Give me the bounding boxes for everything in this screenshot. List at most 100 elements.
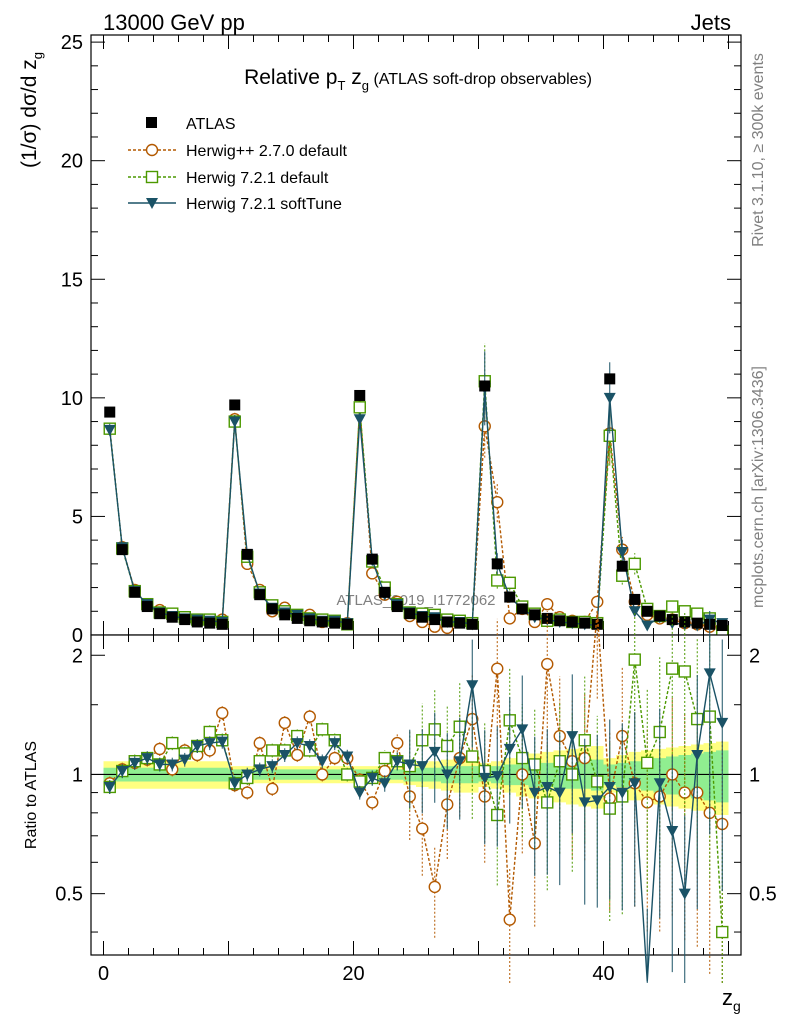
ratio-point-herwig7-softtune <box>191 740 204 752</box>
point-herwigpp <box>591 595 604 608</box>
point-atlas <box>341 618 353 630</box>
main-ytick-label: 15 <box>61 269 83 291</box>
point-herwig7-softtune <box>353 414 366 426</box>
point-atlas <box>329 617 341 629</box>
legend-label-herwig7-softtune: Herwig 7.2.1 softTune <box>186 196 342 213</box>
ratio-point-herwig7-softtune <box>278 749 291 761</box>
point-atlas <box>716 620 728 632</box>
point-atlas <box>604 373 616 385</box>
ratio-point-herwig7-softtune <box>178 754 191 766</box>
ratio-point-herwig7-default <box>678 665 691 678</box>
ratio-point-herwigpp <box>266 782 279 795</box>
ratio-point-herwig7-softtune <box>678 888 691 900</box>
point-atlas <box>566 616 578 628</box>
ratio-point-herwig7-default <box>203 725 216 739</box>
main-series-group <box>103 343 729 638</box>
point-herwig7-softtune <box>616 546 629 558</box>
point-atlas <box>241 548 253 560</box>
ratio-point-herwigpp <box>291 748 304 762</box>
point-atlas <box>179 614 191 626</box>
ratio-ytick-label: 0.5 <box>55 884 83 906</box>
legend-entry-herwig7-default: Herwig 7.2.1 default <box>128 170 329 187</box>
point-atlas <box>554 615 566 627</box>
point-herwigpp <box>503 612 516 625</box>
main-ytick-label: 0 <box>72 625 83 647</box>
ratio-point-herwig7-softtune <box>628 778 641 790</box>
point-herwig7-softtune <box>628 606 641 618</box>
ratio-point-herwig7-softtune <box>491 771 504 783</box>
point-atlas <box>616 560 628 572</box>
ratio-point-herwig7-softtune <box>366 772 379 784</box>
ratio-line-herwig7-default <box>109 659 723 933</box>
ratio-point-herwig7-softtune <box>691 749 704 761</box>
point-atlas <box>379 586 391 598</box>
ratio-point-herwig7-softtune <box>441 769 454 781</box>
ratio-point-herwig7-softtune <box>478 772 491 784</box>
legend-marker-atlas <box>146 117 157 128</box>
ratio-ytick-label: 2 <box>72 645 83 667</box>
ratio-point-herwig7-softtune <box>116 766 129 778</box>
ratio-point-herwigpp <box>253 736 266 750</box>
point-atlas <box>316 616 328 628</box>
ratio-point-herwig7-softtune <box>303 740 316 752</box>
ratio-point-herwig7-softtune <box>391 756 404 768</box>
ratio-point-herwig7-softtune <box>578 797 591 809</box>
point-atlas <box>466 618 478 630</box>
point-atlas <box>366 553 378 565</box>
legend-label-atlas: ATLAS <box>186 116 236 133</box>
ratio-point-herwigpp <box>241 786 254 799</box>
main-ylabel: (1/σ) dσ/d zg <box>18 52 45 168</box>
ratio-point-herwigpp <box>678 786 691 799</box>
point-herwig7-softtune <box>228 416 241 428</box>
ratio-point-herwig7-softtune <box>466 680 479 692</box>
point-atlas <box>104 406 116 418</box>
ratio-point-herwig7-softtune <box>228 778 241 790</box>
ratio-series-group <box>103 610 729 983</box>
rivet-version-label: Rivet 3.1.10, ≥ 300k events <box>750 53 767 247</box>
mcplots-label: mcplots.cern.ch [arXiv:1306.3436] <box>750 366 767 608</box>
ratio-panel: 0.5 0.5 1 1 2 2 0 20 40 Ratio to ATLAS zg <box>23 610 777 1014</box>
point-atlas <box>404 608 416 620</box>
point-atlas <box>141 601 153 613</box>
ratio-point-herwigpp <box>316 768 329 781</box>
ratio-point-herwig7-softtune <box>128 757 141 769</box>
point-herwig7-default <box>691 607 704 620</box>
ratio-ytick-label: 1 <box>72 764 83 786</box>
ratio-point-herwigpp <box>541 657 554 671</box>
point-atlas <box>266 603 278 615</box>
ratio-point-herwig7-softtune <box>516 724 529 736</box>
ratio-point-herwig7-default <box>641 756 654 770</box>
legend-label-herwigpp: Herwig++ 2.7.0 default <box>186 143 348 160</box>
point-atlas <box>691 617 703 629</box>
point-atlas <box>166 611 178 623</box>
point-atlas <box>204 617 216 629</box>
ratio-point-herwig7-default <box>466 750 479 763</box>
point-atlas <box>516 603 528 615</box>
ratio-point-herwig7-default <box>628 653 641 666</box>
xlabel: zg <box>722 985 741 1014</box>
analysis-watermark: ATLAS_2019_I1772062 <box>336 592 495 609</box>
point-atlas <box>479 380 491 392</box>
legend-marker-herwig7-default <box>145 170 159 184</box>
legend-marker-herwig7-softtune <box>146 198 158 209</box>
ratio-point-herwig7-softtune <box>603 781 616 793</box>
ratio-point-herwig7-softtune <box>353 787 366 799</box>
point-atlas <box>191 616 203 628</box>
ratio-point-herwig7-softtune <box>666 825 679 837</box>
point-atlas <box>429 614 441 626</box>
point-herwig7-softtune <box>603 392 616 404</box>
ratio-point-herwigpp <box>153 742 166 756</box>
ratio-point-herwig7-default <box>341 768 354 781</box>
ratio-point-herwig7-softtune <box>653 778 666 790</box>
ratio-point-herwig7-default <box>716 925 729 939</box>
ratio-point-herwig7-softtune <box>141 753 154 765</box>
legend-entry-herwigpp: Herwig++ 2.7.0 default <box>128 143 348 160</box>
ratio-series-herwig7-softtune <box>103 610 729 983</box>
ratio-point-herwig7-softtune <box>503 743 516 755</box>
ratio-ytick-label-right: 1 <box>749 764 760 786</box>
ratio-point-herwig7-default <box>166 736 179 750</box>
xtick-labels: 0 20 40 <box>98 963 615 985</box>
main-ytick-label: 5 <box>72 506 83 528</box>
ratio-axis-ticks <box>91 635 741 955</box>
ratio-point-herwig7-default <box>266 744 279 757</box>
